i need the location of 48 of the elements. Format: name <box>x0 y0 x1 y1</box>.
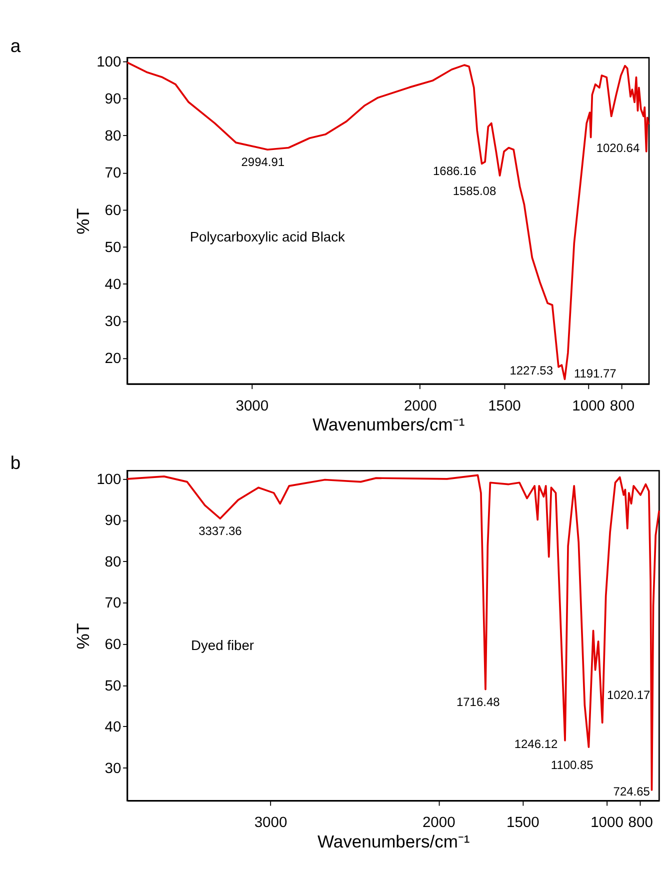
x-tick-label: 1000 <box>572 398 605 414</box>
x-tick-label: 1000 <box>590 814 624 831</box>
x-tick-label: 3000 <box>236 398 269 414</box>
x-tick-label: 1500 <box>506 814 540 831</box>
y-tick-label: 50 <box>104 240 122 256</box>
y-tick-label: 50 <box>104 678 122 694</box>
y-tick-label: 90 <box>104 513 122 530</box>
y-tick-label: 30 <box>104 314 122 330</box>
chart-title: b <box>10 452 21 473</box>
x-tick-label: 800 <box>628 814 653 831</box>
y-tick-label: 70 <box>104 166 122 182</box>
y-tick-label: 40 <box>104 276 122 293</box>
x-tick-label: 2000 <box>422 814 456 831</box>
annotation: 1227.53 <box>510 363 554 378</box>
y-tick-label: 90 <box>104 92 122 108</box>
y-tick-label: 30 <box>104 760 122 777</box>
x-tick-label: 2000 <box>404 398 437 414</box>
chart-title: a <box>10 35 22 56</box>
annotation: 1716.48 <box>456 694 500 709</box>
annotation: 1191.77 <box>574 366 617 380</box>
annotation: 724.65 <box>613 784 650 798</box>
annotation: 1020.17 <box>606 688 651 702</box>
annotation: Polycarboxylic acid Black <box>190 228 345 245</box>
x-tick-label: 1500 <box>488 398 521 414</box>
x-axis-title: Wavenumbers/cm⁻¹ <box>318 831 470 852</box>
annotation: 1020.64 <box>596 141 640 156</box>
annotation: 1585.08 <box>452 184 496 198</box>
line-series <box>126 62 650 380</box>
y-tick-label: 80 <box>104 128 122 145</box>
y-tick-label: 20 <box>104 351 122 368</box>
y-tick-label: 40 <box>104 720 122 736</box>
annotation: 1686.16 <box>433 164 477 178</box>
annotation: 1100.85 <box>550 758 594 772</box>
y-axis-title: %T <box>73 208 94 234</box>
y-axis-title: %T <box>73 622 94 650</box>
x-axis-title: Wavenumbers/cm⁻¹ <box>312 414 465 435</box>
annotation: Dyed fiber <box>191 637 254 654</box>
annotation: 3337.36 <box>198 524 242 538</box>
y-tick-label: 70 <box>104 596 122 612</box>
y-tick-label: 60 <box>104 202 122 219</box>
annotation: 1246.12 <box>514 736 558 751</box>
y-tick-label: 100 <box>96 472 122 488</box>
y-tick-label: 100 <box>96 54 122 70</box>
annotation: 2994.91 <box>241 155 285 170</box>
y-tick-label: 60 <box>104 637 122 653</box>
x-tick-label: 800 <box>610 398 635 414</box>
y-tick-label: 80 <box>104 554 122 570</box>
x-tick-label: 3000 <box>254 814 288 831</box>
